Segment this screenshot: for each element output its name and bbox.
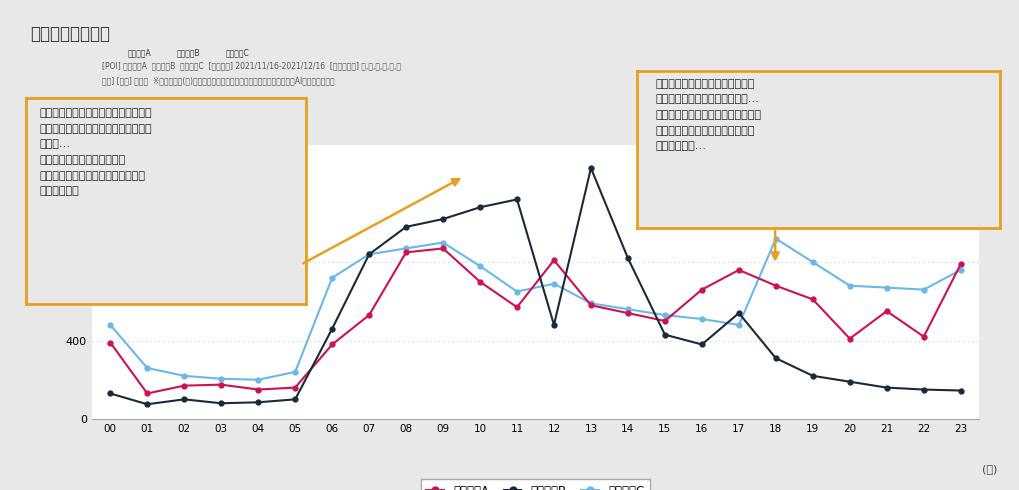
Text: (時): (時) bbox=[981, 464, 997, 474]
Text: サンプルA: サンプルA bbox=[127, 48, 151, 57]
Text: 現在、競合商品取扱い店舗は夜に
ピークが来ていることがわかる…
この店舗に新しい商品の営業活動を
進めることで販路拡大を見込める
かもしれない…: 現在、競合商品取扱い店舗は夜に ピークが来ていることがわかる… この店舗に新しい… bbox=[655, 79, 761, 151]
Text: [POI] サンプルA  サンプルB  サンプルC  [分析期間] 2021/11/16-2021/12/16  [曜日の指定] 月,火,水,木,金,土: [POI] サンプルA サンプルB サンプルC [分析期間] 2021/11/1… bbox=[102, 61, 400, 70]
Text: サンプルB: サンプルB bbox=[176, 48, 200, 57]
Text: 自社商品取扱い店舗のお客様は比較的
ランチタイムの人流が増加傾向にある
ようだ…
ランチに合う飲み物の提供を
さらに充実して企画提案することが
できるかも！: 自社商品取扱い店舗のお客様は比較的 ランチタイムの人流が増加傾向にある ようだ…… bbox=[40, 108, 152, 196]
Text: サンプルC: サンプルC bbox=[225, 48, 249, 57]
Legend: サンプルA, サンプルB, サンプルC: サンプルA, サンプルB, サンプルC bbox=[420, 479, 650, 490]
Text: 含む] [年代] 全年代  ※推計来訪数(人)とは人流の変化を把握するためにビッグデータをAIで処理して推計: 含む] [年代] 全年代 ※推計来訪数(人)とは人流の変化を把握するためにビッグ… bbox=[102, 76, 334, 85]
Text: アワリー来訪速報: アワリー来訪速報 bbox=[31, 24, 110, 43]
